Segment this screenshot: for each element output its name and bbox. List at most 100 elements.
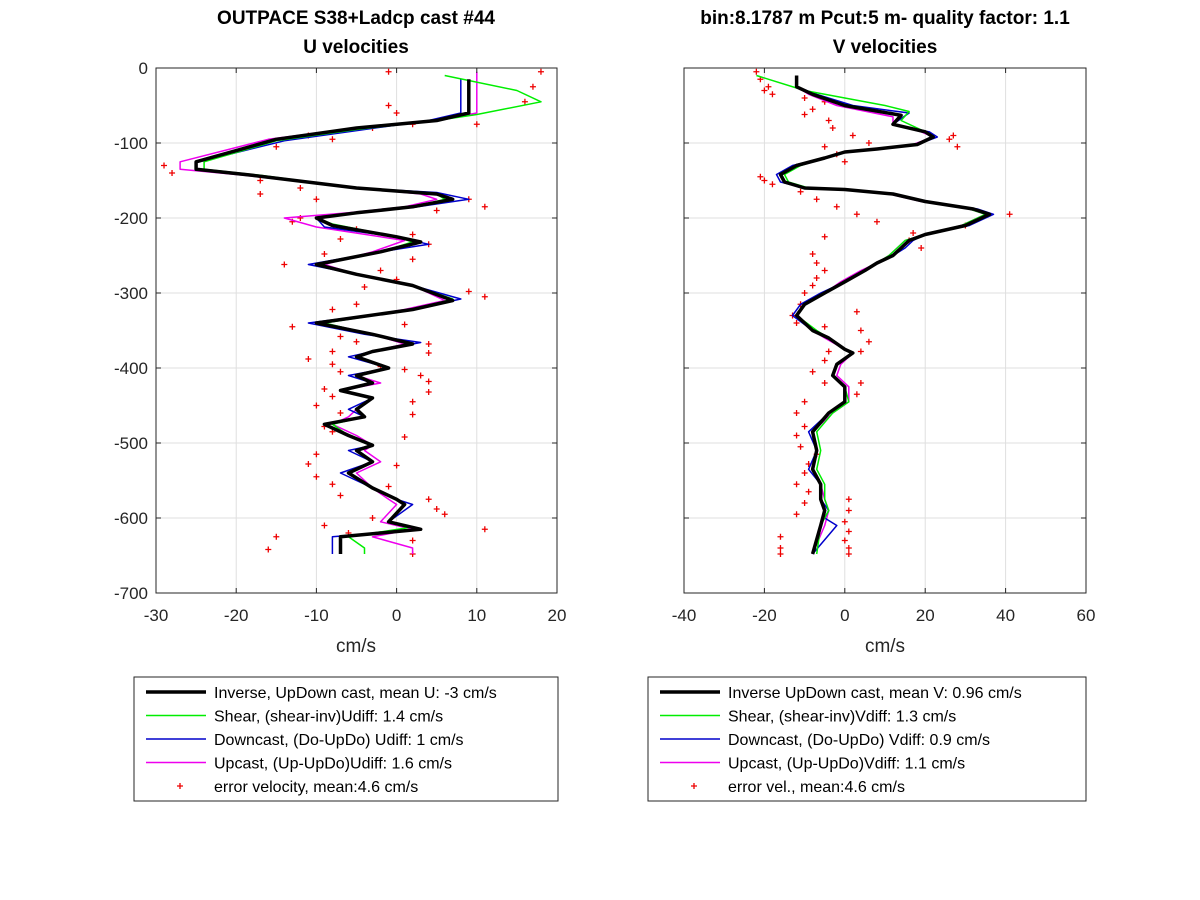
u-error-point-68 xyxy=(425,496,432,503)
u-chart-title-line1: OUTPACE S38+Ladcp cast #44 xyxy=(217,8,495,29)
v-legend-box xyxy=(647,676,1087,802)
u-error-point-54 xyxy=(409,398,416,405)
v-legend-marker-4 xyxy=(691,783,697,789)
v-error-point-73 xyxy=(777,545,784,551)
u-legend-label-1: Shear, (shear-inv)Udiff: 1.4 cm/s xyxy=(214,709,443,726)
v-error-point-26 xyxy=(873,218,880,225)
v-error-point-5 xyxy=(801,95,808,101)
v-error-point-4 xyxy=(769,91,776,98)
v-x-tick-label-5: 60 xyxy=(1077,606,1096,625)
v-legend-label-1: Shear, (shear-inv)Vdiff: 1.3 cm/s xyxy=(728,709,956,726)
u-legend-label-3: Upcast, (Up-UpDo)Udiff: 1.6 cm/s xyxy=(214,756,452,773)
u-x-tick-label-5: 20 xyxy=(548,606,567,625)
v-error-point-69 xyxy=(841,537,848,544)
u-x-tick-label-1: -20 xyxy=(224,606,249,625)
u-x-tick-label-0: -30 xyxy=(144,606,169,625)
v-axes-box xyxy=(683,67,1087,594)
u-velocity-panel: OUTPACE S38+Ladcp cast #44 U velocities … xyxy=(114,8,566,657)
v-error-point-60 xyxy=(801,470,808,476)
v-error-point-70 xyxy=(845,545,852,551)
u-error-point-28 xyxy=(409,256,416,263)
v-error-point-50 xyxy=(821,380,828,386)
u-error-point-1 xyxy=(537,68,544,75)
v-x-axis-label: cm/s xyxy=(865,636,905,657)
u-error-point-14 xyxy=(257,177,264,184)
u-error-point-69 xyxy=(433,506,440,512)
v-error-point-23 xyxy=(813,196,820,203)
u-x-tick-label-2: -10 xyxy=(304,606,329,625)
u-error-point-8 xyxy=(473,121,480,128)
u-error-point-45 xyxy=(329,361,336,368)
u-error-point-44 xyxy=(305,356,312,362)
u-error-point-29 xyxy=(281,261,288,268)
v-error-point-55 xyxy=(801,423,808,430)
u-chart-title-line2: U velocities xyxy=(303,37,409,58)
u-error-point-60 xyxy=(401,434,408,440)
u-error-point-72 xyxy=(441,511,448,518)
u-error-point-5 xyxy=(393,110,400,116)
v-error-point-47 xyxy=(857,348,864,355)
u-error-point-15 xyxy=(297,185,304,191)
v-error-point-18 xyxy=(954,143,961,150)
u-error-point-20 xyxy=(433,207,440,214)
v-error-point-37 xyxy=(809,282,816,289)
v-error-point-15 xyxy=(841,158,848,165)
v-error-point-19 xyxy=(757,173,764,180)
v-error-point-72 xyxy=(777,533,784,540)
u-error-point-61 xyxy=(313,451,320,458)
v-error-point-32 xyxy=(821,233,828,240)
u-error-point-70 xyxy=(369,515,376,521)
u-error-point-16 xyxy=(257,191,264,197)
v-legend-label-0: Inverse UpDown cast, mean V: 0.96 cm/s xyxy=(728,685,1022,702)
u-error-point-12 xyxy=(161,162,168,169)
u-error-point-39 xyxy=(337,333,344,340)
u-error-point-76 xyxy=(265,546,272,553)
u-error-point-56 xyxy=(337,410,344,416)
u-error-point-57 xyxy=(409,411,416,418)
v-error-point-13 xyxy=(821,143,828,150)
v-error-markers xyxy=(753,68,1013,557)
u-error-point-71 xyxy=(321,522,328,529)
u-legend-label-4: error velocity, mean:4.6 cm/s xyxy=(214,779,418,796)
v-error-point-29 xyxy=(910,230,917,236)
v-legend-label-2: Downcast, (Do-UpDo) Vdiff: 0.9 cm/s xyxy=(728,732,990,749)
v-error-point-46 xyxy=(825,348,832,355)
v-error-point-0 xyxy=(753,68,760,75)
v-error-point-43 xyxy=(821,323,828,330)
v-error-point-21 xyxy=(769,181,776,188)
u-error-point-38 xyxy=(401,321,408,328)
u-y-tick-label-6: -600 xyxy=(114,509,148,528)
u-error-point-42 xyxy=(329,348,336,355)
u-error-point-0 xyxy=(385,68,392,75)
v-error-point-38 xyxy=(801,290,808,296)
v-chart-title-line1: bin:8.1787 m Pcut:5 m- quality factor: 1… xyxy=(700,8,1070,29)
v-error-point-49 xyxy=(809,368,816,375)
v-error-point-66 xyxy=(845,507,852,514)
v-error-point-20 xyxy=(761,177,768,184)
v-chart-title-line2: V velocities xyxy=(833,37,938,58)
v-error-point-11 xyxy=(849,132,856,139)
u-error-point-11 xyxy=(273,143,280,150)
v-legend: Inverse UpDown cast, mean V: 0.96 cm/s Sh… xyxy=(647,676,1087,802)
u-legend-label-2: Downcast, (Do-UpDo) Udiff: 1 cm/s xyxy=(214,732,464,749)
v-error-point-56 xyxy=(793,432,800,439)
u-error-point-40 xyxy=(353,338,360,345)
u-error-point-27 xyxy=(321,251,328,257)
u-error-point-19 xyxy=(481,203,488,210)
v-x-tick-label-2: 0 xyxy=(840,606,849,625)
u-error-point-32 xyxy=(361,284,368,290)
v-error-point-10 xyxy=(829,125,836,131)
v-error-point-31 xyxy=(918,245,925,251)
v-error-point-16 xyxy=(950,132,957,139)
u-x-axis-label: cm/s xyxy=(336,636,376,657)
u-error-point-63 xyxy=(393,462,400,469)
u-error-point-37 xyxy=(289,323,296,330)
u-error-point-3 xyxy=(521,98,528,105)
u-y-tick-label-3: -300 xyxy=(114,284,148,303)
u-legend: Inverse, UpDown cast, mean U: -3 cm/s She… xyxy=(133,676,559,802)
u-error-point-66 xyxy=(385,483,392,490)
u-x-tick-label-3: 0 xyxy=(392,606,401,625)
u-error-point-36 xyxy=(329,306,336,313)
v-error-point-34 xyxy=(813,260,820,266)
